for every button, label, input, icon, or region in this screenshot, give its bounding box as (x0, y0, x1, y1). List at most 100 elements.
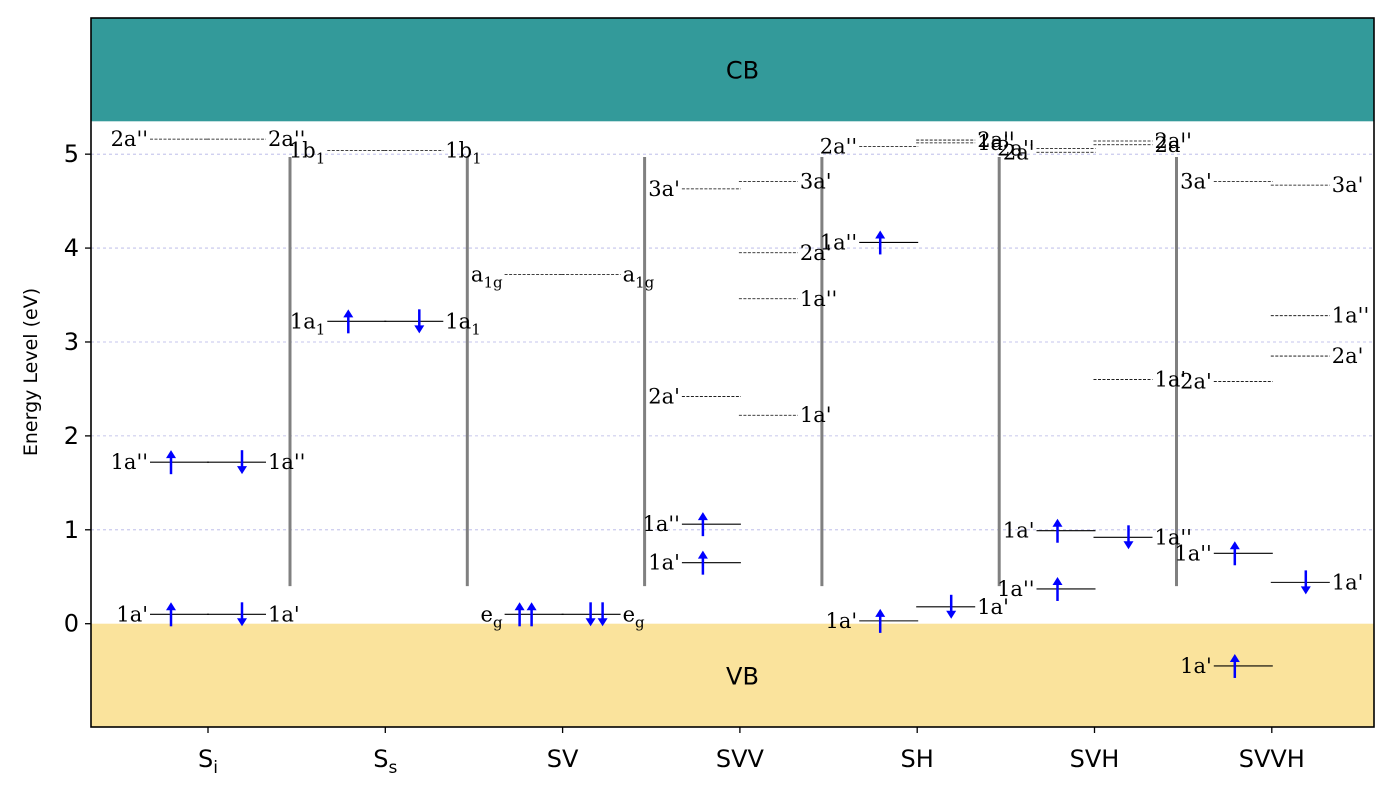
energy-level-label: 1a' (1180, 654, 1212, 678)
energy-level-label-main: 1a' (116, 602, 148, 626)
electron-arrow-up (526, 602, 537, 627)
arrow-head (875, 608, 886, 617)
energy-level-label: 3a' (648, 177, 680, 201)
arrow-head (514, 602, 525, 611)
x-tick-label-main: SVH (1070, 745, 1120, 773)
energy-level-label: 2a'' (111, 127, 148, 151)
arrow-head (697, 550, 708, 559)
energy-level-label-main: 2a' (1155, 133, 1187, 157)
energy-level-label-sub: 1 (316, 320, 326, 338)
arrow-head (343, 309, 354, 318)
energy-level-label-sub: g (635, 613, 645, 631)
energy-level-label: 1a'' (111, 450, 148, 474)
energy-level-label-main: 1a (445, 309, 471, 333)
x-tick-label-main: S (373, 745, 388, 773)
x-tick-label: SV (547, 745, 579, 773)
energy-level-label: 1a1 (445, 309, 480, 338)
energy-level-label-main: 1a'' (1332, 304, 1369, 328)
x-tick-label: Ss (373, 745, 397, 778)
arrow-head (585, 618, 596, 627)
energy-level-label: 1a'' (268, 450, 305, 474)
energy-level-label: 2a' (800, 241, 832, 265)
energy-level-label: 3a' (800, 169, 832, 193)
energy-level-label: 1a'' (1155, 525, 1192, 549)
energy-level-label-main: e (623, 602, 635, 626)
x-tick-label-main: SVVH (1239, 745, 1305, 773)
energy-level-label: 1a'' (642, 512, 679, 536)
energy-level-label-main: 1a' (268, 602, 300, 626)
energy-level-label: 1a'' (820, 230, 857, 254)
band-vb (91, 623, 1374, 727)
energy-level-label: 1a'' (1174, 541, 1211, 565)
energy-level-label-main: 2a' (1180, 369, 1212, 393)
y-tick-label: 4 (64, 234, 79, 262)
energy-level-label-main: e (481, 602, 493, 626)
energy-level-label: 2a' (1155, 133, 1187, 157)
energy-level-label-main: 1a' (1332, 570, 1364, 594)
energy-level-label-main: 1b (445, 138, 472, 162)
energy-level-label: 1a' (268, 602, 300, 626)
plot-frame (90, 17, 1375, 728)
energy-level-label-main: 1a' (648, 551, 680, 575)
energy-level-label-main: 1a' (1155, 368, 1187, 392)
energy-level-label: 1a'' (1332, 304, 1369, 328)
energy-level-label: 2a' (1180, 369, 1212, 393)
y-tick-label: 5 (64, 140, 79, 168)
y-tick-label: 2 (64, 422, 79, 450)
x-tick-label: SVV (716, 745, 765, 773)
energy-level-label-main: 2a'' (268, 127, 305, 151)
energy-level-label-main: 3a' (1332, 173, 1364, 197)
energy-level-label-main: 3a' (1180, 169, 1212, 193)
energy-level-label-main: 2a'' (997, 137, 1034, 161)
energy-level-label-sub: 1 (472, 149, 482, 167)
band-label-vb: VB (726, 662, 759, 690)
y-tick-label: 3 (64, 328, 79, 356)
energy-level-label: 1a'' (800, 287, 837, 311)
arrow-head (1052, 518, 1063, 527)
energy-level-label-main: 3a' (648, 177, 680, 201)
energy-level-label: eg (481, 602, 503, 631)
energy-level-label-main: 1a' (977, 595, 1009, 619)
energy-level-label: 1a' (1003, 519, 1035, 543)
electron-arrow-up (166, 602, 176, 627)
energy-level-label-main: 1a'' (977, 131, 1014, 155)
energy-level-label-main: 2a' (1003, 140, 1035, 164)
energy-level-label: 1a1 (290, 309, 325, 338)
energy-level-label: 1b1 (445, 138, 481, 167)
energy-level-label-main: 1a'' (642, 512, 679, 536)
energy-level-label: eg (623, 602, 645, 631)
electron-arrow-up (875, 608, 886, 633)
x-tick-label-sub: s (388, 758, 397, 778)
arrow-head (166, 450, 176, 459)
energy-level-label-main: 2a' (800, 241, 832, 265)
y-tick-label: 0 (64, 610, 79, 638)
energy-level-label: 3a' (1180, 169, 1212, 193)
arrow-head (875, 230, 886, 239)
electron-arrow-up (1229, 541, 1240, 566)
x-tick-label-main: SVV (716, 745, 765, 773)
electron-arrow-down (1300, 570, 1311, 595)
arrow-head (414, 325, 425, 334)
arrow-head (1300, 586, 1311, 595)
energy-level-label: 2a'' (820, 135, 857, 159)
energy-level-label: 1a' (826, 609, 858, 633)
band-cb (91, 18, 1374, 122)
energy-level-label: 3a' (1332, 173, 1364, 197)
energy-level-label-main: 1a'' (820, 230, 857, 254)
energy-level-label-main: 2a'' (111, 127, 148, 151)
energy-level-label-main: 1a' (826, 609, 858, 633)
arrow-head (237, 466, 247, 475)
energy-level-label: a1g (471, 262, 503, 291)
energy-level-label-main: 2a' (1332, 344, 1364, 368)
energy-level-label: 1b1 (289, 138, 325, 167)
electron-arrow-up (1229, 653, 1240, 678)
x-tick-label: SH (901, 745, 934, 773)
energy-level-label-sub: 1 (316, 149, 326, 167)
arrow-head (1123, 541, 1134, 550)
energy-level-label-main: 1a' (1180, 654, 1212, 678)
energy-level-label-sub: g (493, 613, 503, 631)
energy-level-label-main: 2a'' (1155, 129, 1192, 153)
energy-level-label-main: 1a'' (800, 287, 837, 311)
energy-level-label: 2a' (1003, 140, 1035, 164)
